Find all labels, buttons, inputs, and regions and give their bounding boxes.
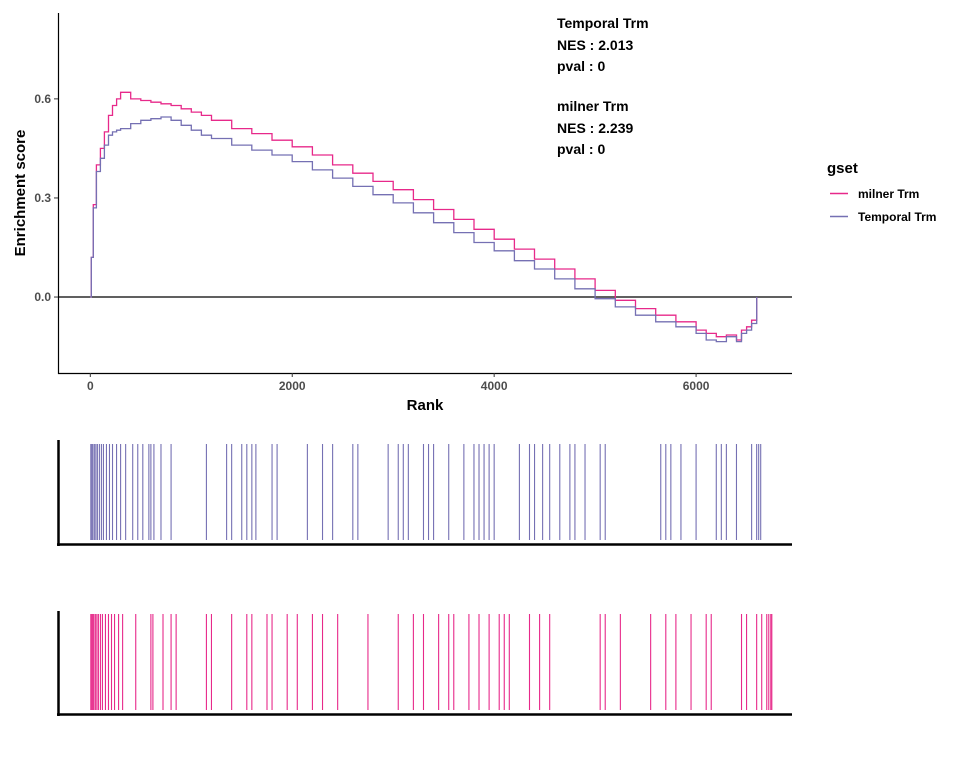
annotation-temporal-pval: pval : 0 [557, 58, 605, 74]
annotation-milner-nes: NES : 2.239 [557, 120, 633, 136]
legend-label-temporal-trm: Temporal Trm [858, 210, 936, 224]
legend-title: gset [827, 160, 858, 177]
y-axis-label: Enrichment score [12, 130, 29, 257]
y-tick-label: 0.3 [34, 191, 51, 205]
x-tick-label: 0 [87, 379, 94, 393]
annotation-milner-trm: milner Trm NES : 2.239 pval : 0 [557, 98, 633, 157]
annotation-temporal-nes: NES : 2.013 [557, 37, 633, 53]
x-ticks: 0 2000 4000 6000 [87, 373, 710, 393]
x-axis-label: Rank [407, 397, 444, 414]
y-ticks: 0.0 0.3 0.6 [34, 92, 58, 304]
annotation-temporal-trm: Temporal Trm NES : 2.013 pval : 0 [557, 15, 649, 74]
series-lines [90, 91, 758, 343]
rug-milner-trm [90, 614, 773, 710]
y-tick-label: 0.0 [34, 290, 51, 304]
annotation-temporal-name: Temporal Trm [557, 15, 649, 31]
series-line-temporal-trm [90, 116, 758, 343]
annotation-milner-pval: pval : 0 [557, 141, 605, 157]
rug-temporal-trm [90, 444, 762, 540]
x-tick-label: 2000 [279, 379, 306, 393]
legend-label-milner-trm: milner Trm [858, 187, 919, 201]
legend: gset milner Trm Temporal Trm [827, 160, 936, 224]
y-tick-label: 0.6 [34, 92, 51, 106]
annotation-milner-name: milner Trm [557, 98, 629, 114]
series-line-milner-trm [90, 91, 758, 341]
x-tick-label: 4000 [481, 379, 508, 393]
x-tick-label: 6000 [683, 379, 710, 393]
